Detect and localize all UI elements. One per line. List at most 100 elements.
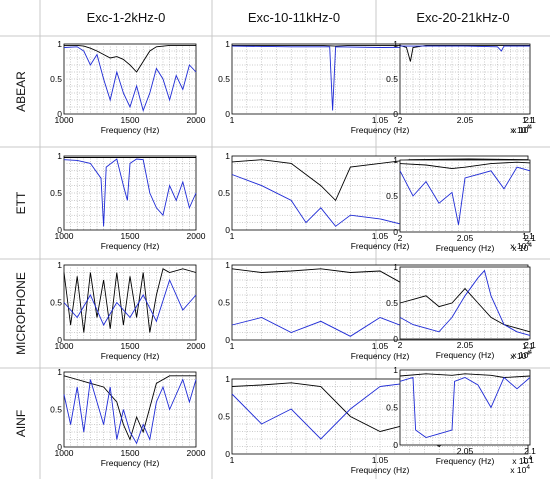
series-line-1 (63, 378, 197, 445)
series-line-0 (63, 268, 197, 333)
y-tick-label: 0.5 (386, 191, 398, 201)
y-tick-label: 0.5 (218, 412, 230, 422)
y-tick-label: 1 (393, 155, 398, 165)
x-tick-label: 1.05 (372, 231, 389, 241)
series-line-1 (63, 278, 197, 326)
series-line-1 (63, 158, 197, 227)
panel-ett-0: 0 0.5 1 1000 1500 2000 Frequency (Hz) (50, 151, 206, 251)
x-axis-label: Frequency (Hz) (101, 125, 160, 135)
panel-microphone-2: 0 0.5 1 2 2.05 2.1 Frequency (Hz) x 104 (386, 262, 536, 360)
series-line-0 (399, 287, 531, 333)
x-tick-label: 2.1 (524, 115, 536, 125)
x-multiplier: x 104 (510, 240, 530, 251)
y-tick-label: 0.5 (50, 298, 62, 308)
x-tick-label: 1000 (55, 115, 74, 125)
x-multiplier: x 104 (510, 124, 530, 135)
x-tick-label: 1500 (121, 341, 140, 351)
y-tick-label: 0.5 (218, 298, 230, 308)
series-line-0 (64, 44, 196, 73)
x-axis-label: Frequency (Hz) (351, 465, 410, 475)
plot-grid (400, 267, 530, 339)
row-header-ainf: AINF (14, 410, 28, 437)
x-tick-label: 2000 (187, 448, 206, 458)
x-axis-label: Frequency (Hz) (436, 243, 495, 253)
y-tick-label: 0.5 (50, 405, 62, 415)
y-tick-label: 1 (393, 39, 398, 49)
x-tick-label: 1.1 (522, 455, 534, 465)
column-header-0: Exc-1-2kHz-0 (87, 10, 166, 25)
y-tick-label: 1 (225, 374, 230, 384)
y-tick-label: 0 (225, 225, 230, 235)
panel-ainf-2: 0 0.5 1 2.05 2.1 Frequency (Hz) x 104 (386, 365, 536, 466)
column-header-2: Exc-20-21kHz-0 (416, 10, 509, 25)
row-header-abear: ABEAR (14, 71, 28, 112)
y-tick-label: 1 (57, 151, 62, 161)
x-tick-label: 1 (230, 455, 235, 465)
series-line-1 (399, 376, 531, 438)
x-tick-label: 1.1 (522, 115, 534, 125)
x-multiplier: x 104 (512, 349, 532, 360)
y-tick-label: 0.5 (50, 188, 62, 198)
y-tick-label: 1 (57, 39, 62, 49)
x-tick-label: 1.05 (372, 115, 389, 125)
row-header-microphone: MICROPHONE (14, 272, 28, 355)
column-header-1: Exc-10-11kHz-0 (248, 10, 340, 25)
y-tick-label: 1 (393, 262, 398, 272)
x-multiplier: x 104 (510, 464, 530, 475)
x-tick-label: 2 (398, 233, 403, 243)
y-tick-label: 0 (57, 442, 62, 452)
x-tick-label: 1 (230, 115, 235, 125)
y-tick-label: 0 (393, 440, 398, 450)
x-axis-label: Frequency (Hz) (436, 456, 495, 466)
series-line-1 (399, 269, 531, 336)
series-line-1 (399, 166, 531, 225)
y-tick-label: 0 (57, 335, 62, 345)
y-tick-label: 0.5 (386, 74, 398, 84)
y-tick-label: 0 (225, 109, 230, 119)
x-axis-label: Frequency (Hz) (436, 350, 495, 360)
y-tick-label: 0 (393, 109, 398, 119)
x-tick-label: 2000 (187, 341, 206, 351)
x-tick-label: 2.1 (524, 340, 536, 350)
row-header-ett: ETT (14, 191, 28, 214)
x-tick-label: 2000 (187, 115, 206, 125)
y-tick-label: 1 (225, 39, 230, 49)
y-tick-label: 0 (225, 335, 230, 345)
x-tick-label: 2.05 (457, 115, 474, 125)
x-multiplier: x 104 (510, 350, 530, 361)
y-tick-label: 0 (393, 227, 398, 237)
plot-grid (400, 370, 530, 445)
series-line-0 (231, 158, 529, 202)
x-multiplier: x 104 (512, 124, 532, 135)
x-tick-label: 1500 (121, 231, 140, 241)
series-line-0 (399, 44, 530, 62)
y-tick-label: 0.5 (218, 188, 230, 198)
x-axis-label: Frequency (Hz) (101, 241, 160, 251)
y-tick-label: 0 (57, 225, 62, 235)
x-tick-label: 2.05 (457, 233, 474, 243)
x-axis-label: Frequency (Hz) (351, 125, 410, 135)
y-tick-label: 0 (225, 449, 230, 459)
x-tick-label: 1.1 (522, 341, 534, 351)
x-tick-label: 1.05 (372, 341, 389, 351)
plot-grid (400, 44, 530, 114)
y-tick-label: 0.5 (386, 298, 398, 308)
series-line-1 (63, 46, 197, 112)
y-tick-label: 0.5 (386, 403, 398, 413)
y-tick-label: 0.5 (50, 74, 62, 84)
series-line-0 (399, 161, 531, 170)
x-tick-label: 1000 (55, 231, 74, 241)
y-tick-label: 0.5 (218, 74, 230, 84)
panel-microphone-0: 0 0.5 1 1000 1500 2000 Frequency (Hz) (50, 260, 206, 361)
x-tick-label: 1 (230, 231, 235, 241)
x-tick-label: 1500 (121, 115, 140, 125)
panel-abear-0: 0 0.5 1 1000 1500 2000 Frequency (Hz) (50, 39, 206, 135)
x-tick-label: 2.1 (524, 446, 536, 456)
x-tick-label: 1.05 (372, 455, 389, 465)
y-tick-label: 1 (225, 260, 230, 270)
y-tick-label: 1 (225, 151, 230, 161)
panel-abear-2: 0 0.5 1 2 2.05 2.1x 104 (386, 39, 536, 135)
